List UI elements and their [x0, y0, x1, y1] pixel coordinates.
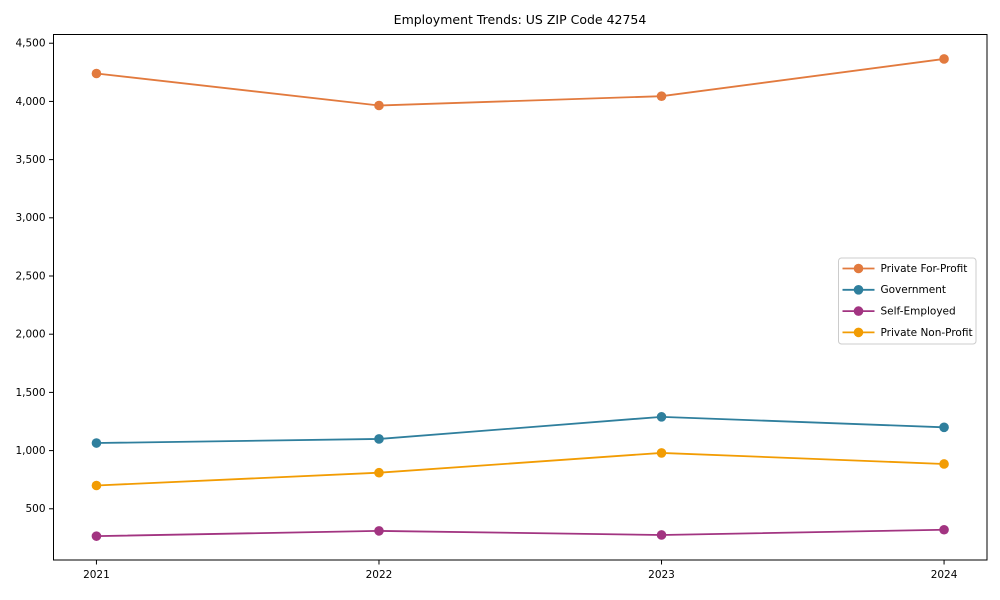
series-line-government [96, 415, 945, 444]
x-tick-label: 2022 [366, 569, 393, 581]
y-tick-label: 2,500 [15, 270, 45, 282]
y-tick-label: 4,500 [15, 38, 45, 50]
data-point-marker [939, 459, 949, 469]
axes-box [53, 34, 988, 561]
data-point-marker [939, 422, 949, 433]
legend: Private For-Profit Government Self-Employe… [838, 257, 977, 345]
data-point-marker [91, 68, 102, 79]
series-line-private-non-profit [96, 452, 945, 487]
legend-entry: Government [842, 284, 946, 296]
data-point-marker [656, 530, 667, 540]
legend-label: Private For-Profit [881, 263, 968, 275]
legend-entry: Private Non-Profit [842, 327, 973, 339]
legend-label: Self-Employed [881, 305, 956, 317]
data-point-marker [374, 526, 384, 536]
y-tick-label: 3,000 [15, 212, 45, 224]
data-point-marker [374, 467, 384, 478]
data-point-marker [91, 531, 102, 541]
y-tick-label: 2,000 [15, 329, 45, 341]
x-tick-label: 2021 [83, 569, 110, 581]
legend-sample-marker [853, 306, 864, 316]
series-line-self-employed [96, 528, 945, 538]
data-point-marker [656, 91, 667, 101]
data-point-marker [656, 448, 667, 458]
legend-entry: Private For-Profit [842, 263, 968, 275]
data-point-marker [91, 480, 102, 491]
legend-entry: Self-Employed [842, 305, 956, 317]
x-tick-label: 2024 [931, 569, 958, 581]
legend-sample-marker [853, 327, 864, 338]
legend-box [838, 257, 977, 345]
legend-sample-marker [853, 263, 864, 274]
data-point-marker [656, 412, 667, 422]
y-tick-label: 1,000 [15, 445, 45, 457]
data-point-marker [939, 524, 949, 535]
plot-area: 500 1,000 1,500 2,000 2,500 3,000 3,500 4,000 4,… [15, 34, 988, 581]
data-point-marker [91, 438, 102, 448]
y-tick-label: 4,000 [15, 96, 45, 108]
chart-title: Employment Trends: US ZIP Code 42754 [394, 12, 647, 27]
data-point-marker [374, 100, 384, 111]
y-tick-label: 1,500 [15, 387, 45, 399]
x-tick-label: 2023 [648, 569, 675, 581]
legend-label: Government [881, 284, 946, 296]
y-tick-label: 500 [25, 503, 45, 515]
legend-label: Private Non-Profit [881, 327, 973, 339]
y-tick-label: 3,500 [15, 154, 45, 166]
series-line-private-for-profit [96, 58, 945, 107]
data-point-marker [374, 434, 384, 444]
data-point-marker [939, 54, 949, 64]
legend-sample-marker [853, 285, 864, 295]
